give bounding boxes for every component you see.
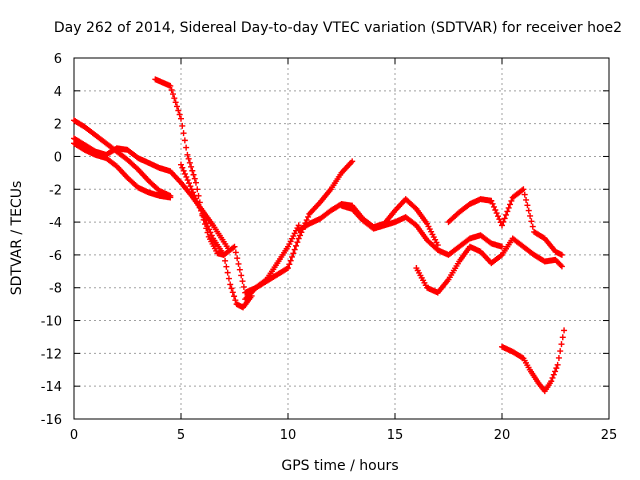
series-track-3 — [71, 135, 232, 252]
x-tick-label: 5 — [177, 428, 185, 443]
y-tick-label: -4 — [49, 216, 62, 231]
point-markers — [499, 327, 568, 395]
y-tick-label: 2 — [54, 118, 62, 133]
point-markers — [338, 202, 505, 258]
series-track-1 — [71, 117, 174, 199]
point-markers — [71, 135, 232, 252]
data-marks — [71, 76, 568, 395]
point-markers — [152, 76, 255, 311]
y-tick-label: 6 — [54, 52, 62, 67]
x-tick-label: 0 — [70, 428, 78, 443]
series-track-10 — [445, 186, 565, 258]
series-track-11 — [499, 327, 568, 395]
plot-frame — [73, 57, 610, 420]
chart-title: Day 262 of 2014, Sidereal Day-to-day VTE… — [54, 20, 622, 36]
x-tick-label: 15 — [387, 428, 404, 443]
point-markers — [242, 158, 356, 303]
series-track-9 — [413, 235, 565, 296]
series-track-8 — [338, 202, 505, 258]
y-tick-label: -12 — [41, 347, 62, 362]
x-tick-label: 25 — [601, 428, 618, 443]
y-tick-label: -6 — [49, 249, 62, 264]
y-tick-label: -16 — [41, 413, 62, 428]
y-tick-label: -10 — [41, 315, 62, 330]
x-tick-label: 20 — [494, 428, 511, 443]
y-axis-label: SDTVAR / TECUs — [9, 181, 25, 296]
y-tick-label: -8 — [49, 282, 62, 297]
x-tick-label: 10 — [280, 428, 297, 443]
series-track-2 — [71, 140, 174, 201]
y-tick-label: -2 — [49, 183, 62, 198]
series-track-6 — [242, 158, 356, 303]
y-tick-label: 0 — [54, 150, 62, 165]
point-markers — [413, 235, 565, 296]
x-axis-label: GPS time / hours — [281, 458, 398, 474]
point-markers — [71, 117, 174, 199]
series-track-4 — [152, 76, 255, 311]
y-tick-label: -14 — [41, 380, 62, 395]
point-markers — [71, 140, 174, 201]
axis-ticks: 0 5 10 15 20 25 -16 -14 -12 -10 -8 -6 -4 -2 0 2 4 6 — [41, 52, 618, 443]
point-markers — [445, 186, 565, 258]
y-tick-label: 4 — [54, 85, 62, 100]
